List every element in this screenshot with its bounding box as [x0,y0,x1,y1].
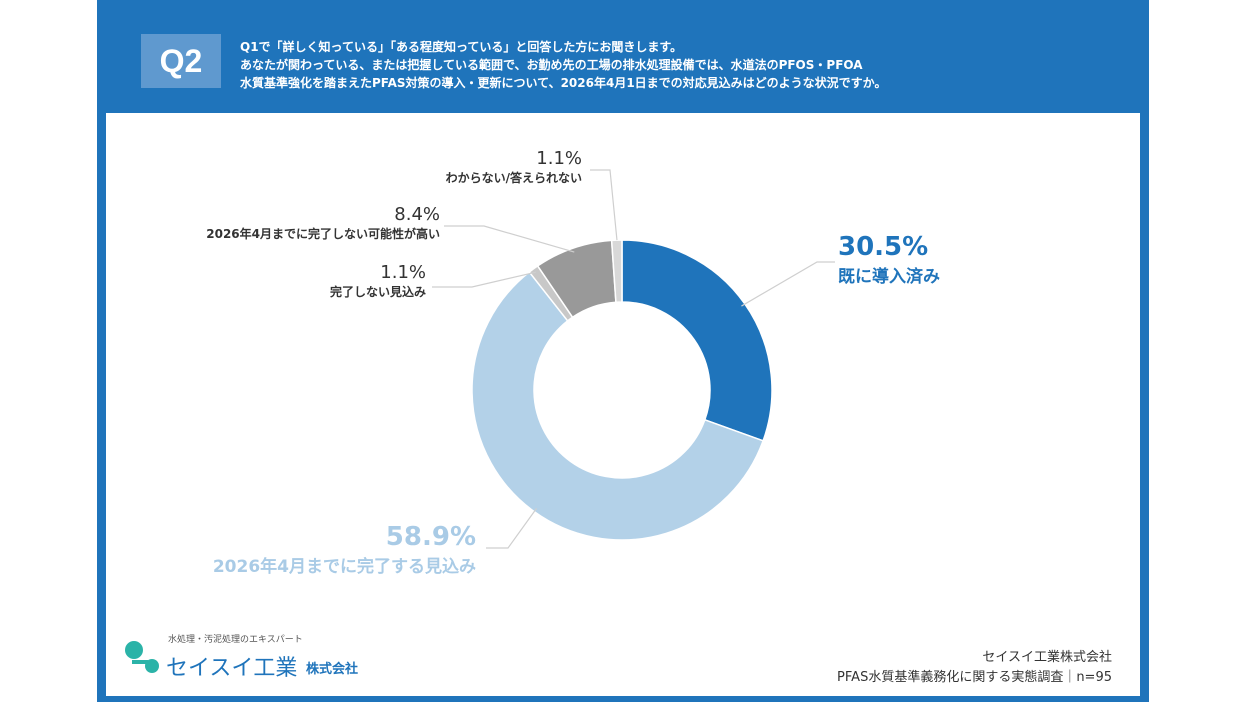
donut-slice-dont-know [610,239,623,304]
leader-line-dont-know [590,169,618,241]
credit-survey: PFAS水質基準義務化に関する実態調査｜n=95 [837,670,1112,685]
slice-name: 2026年4月までに完了しない可能性が高い [206,227,440,241]
slice-label-complete-by-apr-2026: 58.9% 2026年4月までに完了する見込み [136,522,476,577]
slice-name: 2026年4月までに完了する見込み [212,557,476,577]
slice-name: 既に導入済み [838,267,940,287]
slice-name: わからない/答えられない [445,171,582,185]
company-logo: 水処理・汚泥処理のエキスパート セイスイ工業 株式会社 [122,632,382,682]
slice-label-not-complete: 1.1% 完了しない見込み [230,262,426,300]
question-line-3: 水質基準強化を踏まえたPFAS対策の導入・更新について、2026年4月1日までの… [240,76,887,90]
leader-line-already-installed [741,261,835,307]
slice-label-dont-know: 1.1% わからない/答えられない [370,148,582,186]
slice-percent: 1.1% [536,148,582,169]
slice-percent: 1.1% [380,262,426,283]
question-badge: Q2 [141,34,221,88]
leader-line-complete-by-apr-2026 [486,508,538,549]
chart-panel [106,113,1140,696]
credit-company: セイスイ工業株式会社 [982,650,1112,665]
question-line-2: あなたが関わっている、または把握している範囲で、お勤め先の工場の排水処理設備では… [240,58,863,72]
leader-line-not-complete [432,271,536,288]
slice-label-likely-not-complete: 8.4% 2026年4月までに完了しない可能性が高い [120,204,440,242]
slice-percent: 58.9% [385,522,476,552]
question-line-1: Q1で「詳しく知っている」「ある程度知っている」と回答した方にお聞きします。 [240,40,683,54]
slice-percent: 30.5% [838,232,929,262]
leader-line-likely-not-complete [444,225,575,253]
slice-percent: 8.4% [394,204,440,225]
logo-name: セイスイ工業 [166,656,298,681]
donut-slice-complete-by-apr-2026 [471,271,765,541]
donut-slice-already-installed [621,239,773,442]
logo-suffix: 株式会社 [306,662,359,677]
slice-label-already-installed: 30.5% 既に導入済み [838,232,940,287]
slice-name: 完了しない見込み [329,285,426,299]
logo-tagline: 水処理・汚泥処理のエキスパート [168,635,303,645]
question-text: Q1で「詳しく知っている」「ある程度知っている」と回答した方にお聞きします。 あ… [240,38,1120,92]
logo-mark-icon [125,641,159,673]
source-credit: セイスイ工業株式会社 PFAS水質基準義務化に関する実態調査｜n=95 [837,648,1112,688]
